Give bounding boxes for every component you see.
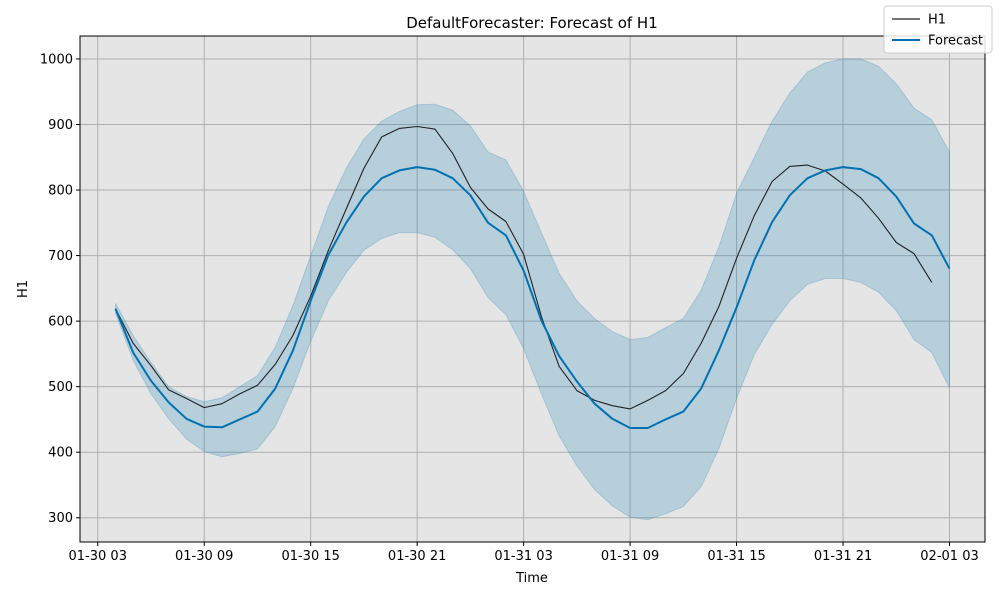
y-tick-label: 500 [48,380,73,395]
y-tick-label: 900 [48,118,73,133]
x-tick-label: 01-30 09 [175,549,233,564]
legend: H1 Forecast [883,5,993,54]
x-tick-label: 01-31 09 [601,549,659,564]
x-tick-label: 01-30 03 [69,549,127,564]
y-tick-label: 800 [48,184,73,199]
y-axis-label: H1 [16,280,31,298]
x-tick-label: 02-01 03 [920,549,978,564]
legend-label-h1: H1 [928,13,946,28]
plot-area [80,36,985,542]
series-line-forecast [114,166,951,429]
series-lines [114,125,951,429]
x-tick-label: 01-30 15 [281,549,339,564]
legend-box [883,5,993,54]
y-axis: 300 400 500 600 700 800 900 1000 [40,52,80,526]
y-tick-label: 400 [48,446,73,461]
x-tick-label: 01-31 21 [814,549,872,564]
x-tick-label: 01-31 03 [494,549,552,564]
grid [80,36,985,542]
plot-frame [79,35,986,543]
x-axis: 01-30 03 01-30 09 01-30 15 01-30 21 01-31 03… [69,542,979,564]
confidence-band [115,58,950,521]
x-tick-label: 01-31 15 [707,549,765,564]
y-tick-label: 700 [48,249,73,264]
x-tick-label: 01-30 21 [388,549,446,564]
y-tick-label: 600 [48,315,73,330]
confidence-band-area [115,58,950,521]
legend-label-forecast: Forecast [928,34,983,49]
chart-title: DefaultForecaster: Forecast of H1 [406,14,658,32]
y-tick-label: 300 [48,511,73,526]
series-line-h1 [115,125,933,410]
y-tick-label: 1000 [40,52,73,67]
x-axis-label: Time [515,571,548,586]
